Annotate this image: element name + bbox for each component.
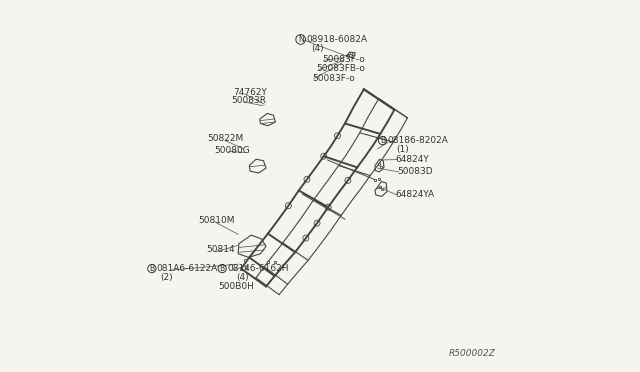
Text: B: B bbox=[149, 264, 154, 273]
Text: B: B bbox=[380, 136, 385, 145]
Text: 50822M: 50822M bbox=[207, 134, 243, 143]
Text: (4): (4) bbox=[311, 44, 324, 53]
Text: 50083F-o: 50083F-o bbox=[312, 74, 355, 83]
Text: 50083F-o: 50083F-o bbox=[323, 55, 365, 64]
Text: 50083FB-o: 50083FB-o bbox=[316, 64, 365, 73]
Text: (2): (2) bbox=[160, 273, 173, 282]
Text: 50083D: 50083D bbox=[397, 167, 433, 176]
Text: 50080G: 50080G bbox=[214, 146, 250, 155]
Text: (4): (4) bbox=[236, 273, 249, 282]
Text: 74762Y: 74762Y bbox=[234, 88, 268, 97]
Text: 08918-6082A: 08918-6082A bbox=[306, 35, 367, 44]
Text: 50810M: 50810M bbox=[198, 216, 234, 225]
Text: 081A6-6122A: 081A6-6122A bbox=[157, 264, 218, 273]
Text: 500B0H: 500B0H bbox=[218, 282, 254, 291]
Text: 08146-6162H: 08146-6162H bbox=[227, 264, 289, 273]
Text: R500002Z: R500002Z bbox=[449, 349, 495, 358]
Text: 08186-8202A: 08186-8202A bbox=[387, 136, 448, 145]
Text: B: B bbox=[220, 264, 225, 273]
Text: (1): (1) bbox=[396, 145, 409, 154]
Text: N: N bbox=[298, 35, 303, 44]
Text: 64824YA: 64824YA bbox=[396, 190, 435, 199]
Text: 64824Y: 64824Y bbox=[396, 155, 429, 164]
Text: 50814: 50814 bbox=[206, 246, 234, 254]
Text: 50083R: 50083R bbox=[232, 96, 266, 105]
